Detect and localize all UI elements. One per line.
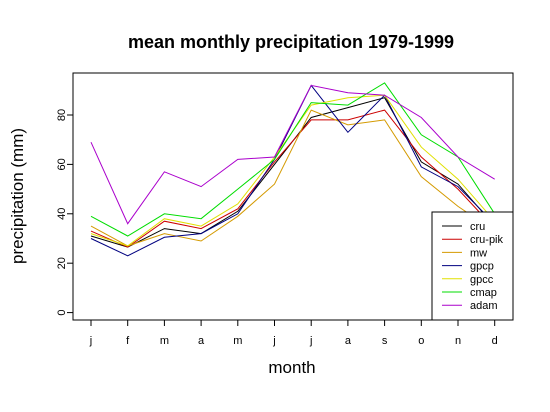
legend-label-adam: adam — [470, 300, 498, 312]
x-tick-label: m — [233, 335, 242, 347]
y-axis: 0 20 40 60 80 — [56, 109, 73, 316]
x-tick-label: a — [198, 335, 205, 347]
x-tick-label: n — [455, 335, 461, 347]
x-tick-label: o — [418, 335, 424, 347]
series-line-adam — [90, 84, 495, 225]
series-lines — [90, 82, 496, 257]
x-tick-label: j — [272, 335, 275, 347]
legend-label-cru: cru — [470, 221, 485, 233]
x-tick-label: j — [309, 335, 312, 347]
series-line-gpcp — [90, 84, 496, 257]
chart-title: mean monthly precipitation 1979-1999 — [128, 32, 454, 52]
series-line-cmap — [90, 82, 496, 237]
plot-area — [72, 72, 514, 321]
legend-label-cmap: cmap — [470, 287, 497, 299]
x-tick-label: m — [160, 335, 169, 347]
x-tick-label: d — [492, 335, 498, 347]
y-tick-label: 80 — [56, 109, 68, 121]
series-line-mw — [90, 109, 495, 247]
x-axis-label: month — [268, 358, 315, 377]
legend-label-gpcc: gpcc — [470, 274, 494, 286]
legend-label-gpcp: gpcp — [470, 261, 494, 273]
legend-label-cru-pik: cru-pik — [470, 234, 504, 246]
x-tick-label: a — [345, 335, 352, 347]
y-tick-label: 60 — [56, 158, 68, 170]
x-tick-label: s — [382, 335, 388, 347]
x-tick-label: j — [89, 335, 92, 347]
y-tick-label: 20 — [56, 257, 68, 269]
series-line-cru-pik — [90, 109, 496, 248]
x-tick-label: f — [126, 335, 130, 347]
y-tick-label: 40 — [56, 208, 68, 220]
y-tick-label: 0 — [56, 310, 68, 316]
y-axis-label: precipitation (mm) — [8, 128, 27, 264]
legend-label-mw: mw — [470, 247, 487, 259]
